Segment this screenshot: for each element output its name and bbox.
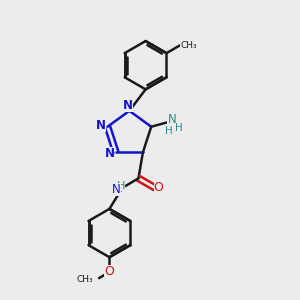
Text: CH₃: CH₃ <box>76 275 93 284</box>
Text: H: H <box>117 181 125 191</box>
Text: N: N <box>104 147 114 161</box>
Text: N: N <box>112 183 121 196</box>
Text: N: N <box>123 99 133 112</box>
Text: N: N <box>167 113 176 126</box>
Text: O: O <box>104 266 114 278</box>
Text: H: H <box>175 123 182 133</box>
Text: CH₃: CH₃ <box>180 41 197 50</box>
Text: H: H <box>165 125 173 136</box>
Text: O: O <box>154 182 164 194</box>
Text: N: N <box>96 119 106 132</box>
